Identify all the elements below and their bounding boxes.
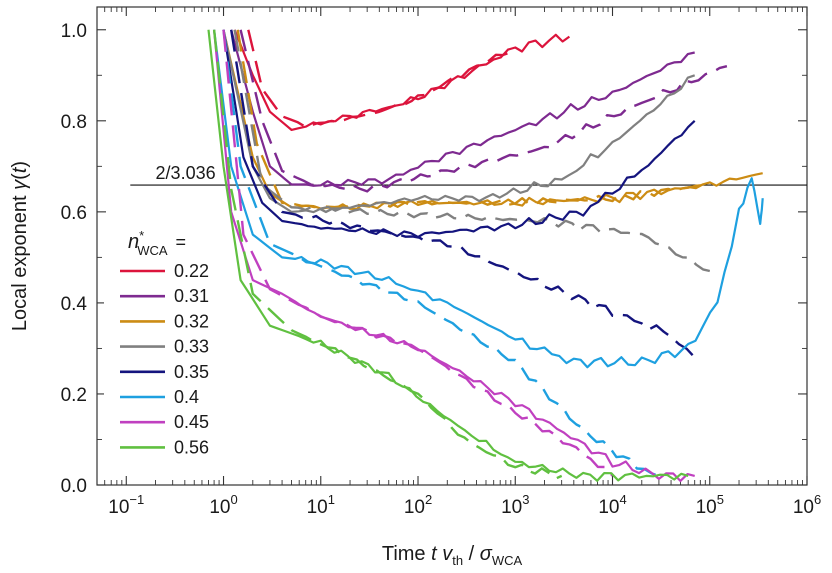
axis-ticks	[97, 7, 808, 486]
series-layer	[207, 29, 764, 482]
series-solid-line	[222, 29, 696, 214]
y-tick-label: 0.4	[61, 294, 88, 315]
x-tick-label: 10−1	[108, 492, 144, 518]
y-tick-label: 0.0	[61, 476, 87, 497]
legend: n* WCA = 0.22 0.31 0.32 0.33 0.35 0.4 0.45 0.56	[104, 222, 222, 468]
series-solid-line	[213, 29, 764, 369]
legend-label: 0.56	[174, 437, 209, 457]
y-tick-label: 0.2	[61, 385, 87, 406]
series-dashed-line	[236, 29, 710, 209]
series-0_35	[222, 29, 696, 359]
x-axis-title: Time t vth / σWCA	[382, 543, 523, 568]
legend-label: 0.33	[174, 337, 209, 357]
series-0_32	[222, 29, 763, 210]
legend-title: n* WCA =	[128, 228, 186, 258]
series-dashed-line	[247, 29, 517, 129]
series-0_56	[207, 29, 689, 482]
series-dashed-line	[233, 29, 711, 273]
series-dashed-line	[239, 29, 728, 193]
legend-label: 0.31	[174, 286, 209, 306]
x-tick-label: 102	[404, 492, 432, 518]
legend-label: 0.22	[174, 261, 209, 281]
x-tick-label: 104	[598, 492, 626, 518]
plot-frame	[96, 6, 808, 486]
series-0_33	[222, 29, 711, 273]
x-tick-label: 105	[696, 492, 724, 518]
y-tick-label: 1.0	[61, 21, 87, 42]
legend-label: 0.32	[174, 311, 209, 331]
series-solid-line	[222, 29, 763, 210]
y-axis-title: Local exponent γ(t)	[9, 161, 31, 331]
series-solid-line	[233, 29, 571, 131]
x-tick-label: 106	[793, 492, 821, 518]
x-tick-label: 103	[501, 492, 529, 518]
series-solid-line	[213, 29, 695, 482]
tick-labels: 10−1 100 101 102 103 104 105 106 0.0 0.2 0.4 0.6 0.8…	[61, 21, 822, 518]
x-tick-label: 101	[307, 492, 335, 518]
series-0_4	[213, 29, 764, 478]
series-solid-line	[222, 29, 696, 239]
series-0_45	[213, 29, 695, 482]
series-solid-line	[230, 29, 695, 187]
legend-label: 0.35	[174, 362, 209, 382]
series-solid-line	[207, 29, 689, 482]
x-tick-label: 100	[209, 492, 237, 518]
legend-label: 0.4	[174, 387, 199, 407]
series-dashed-line	[212, 29, 563, 481]
reference-line-label: 2/3.036	[156, 163, 216, 183]
series-0_31	[230, 29, 728, 193]
series-dashed-line	[230, 29, 696, 359]
legend-background	[104, 222, 222, 468]
series-0_22	[233, 29, 571, 131]
legend-label: 0.45	[174, 412, 209, 432]
y-tick-label: 0.8	[61, 112, 87, 133]
y-tick-label: 0.6	[61, 203, 87, 224]
